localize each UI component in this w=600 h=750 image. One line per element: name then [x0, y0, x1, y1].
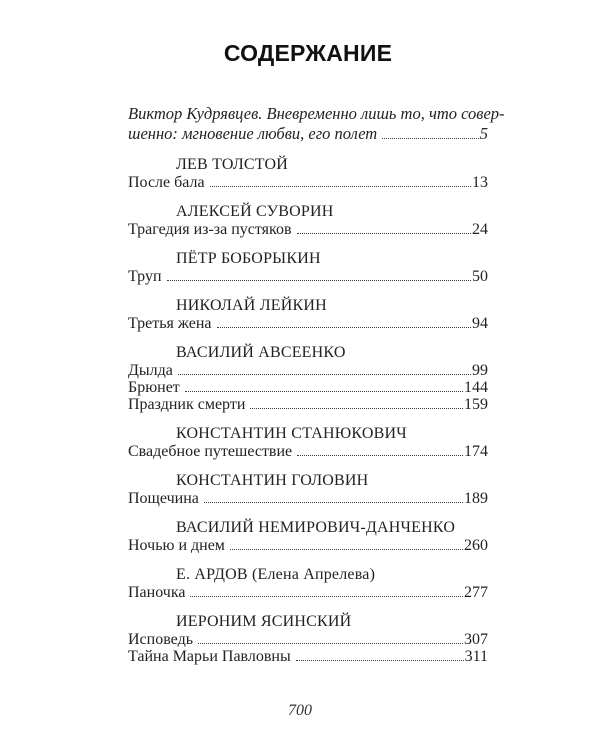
toc-intro-line2: шенно: мгновение любви, его полет 5	[128, 124, 488, 144]
toc-entry-page-number: 13	[472, 174, 488, 191]
toc-entry: Свадебное путешествие 174	[128, 443, 488, 460]
dot-leader	[166, 280, 471, 281]
toc-section: ВАСИЛИЙ НЕМИРОВИЧ-ДАНЧЕНКО Ночью и днем …	[128, 519, 488, 554]
section-author-heading: Е. АРДОВ (Елена Апрелева)	[176, 566, 376, 583]
section-entries: Ночью и днем 260	[128, 537, 488, 554]
toc-entry-title: Пощечина	[128, 490, 199, 507]
dot-leader	[203, 502, 463, 503]
toc-entry: Праздник смерти 159	[128, 396, 488, 413]
section-entries: Свадебное путешествие 174	[128, 443, 488, 460]
section-author-heading: КОНСТАНТИН СТАНЮКОВИЧ	[176, 425, 407, 442]
toc-entry-page-number: 311	[464, 648, 488, 665]
toc-sections: ЛЕВ ТОЛСТОЙ После бала 13 АЛЕКСЕЙ СУВОРИ…	[128, 156, 488, 665]
toc-entry-page-number: 277	[464, 584, 488, 601]
toc-section: КОНСТАНТИН ГОЛОВИН Пощечина 189	[128, 472, 488, 507]
toc-section: НИКОЛАЙ ЛЕЙКИН Третья жена 94	[128, 297, 488, 332]
section-author-heading: ПЁТР БОБОРЫКИН	[176, 250, 321, 267]
toc-section: КОНСТАНТИН СТАНЮКОВИЧ Свадебное путешест…	[128, 425, 488, 460]
section-author-heading: ВАСИЛИЙ АВСЕЕНКО	[176, 344, 346, 361]
toc-entry: Дылда 99	[128, 362, 488, 379]
toc-entry: Тайна Марьи Павловны 311	[128, 648, 488, 665]
page-title: СОДЕРЖАНИЕ	[223, 40, 393, 66]
toc-intro-line1: Виктор Кудрявцев. Вневременно лишь то, ч…	[128, 104, 505, 123]
dot-leader	[295, 660, 464, 661]
toc-entry-title: Паночка	[128, 584, 186, 601]
toc-section: АЛЕКСЕЙ СУВОРИН Трагедия из-за пустяков …	[128, 203, 488, 238]
section-author-heading: ЛЕВ ТОЛСТОЙ	[176, 156, 289, 173]
toc-entry: Паночка 277	[128, 584, 488, 601]
toc-section: ИЕРОНИМ ЯСИНСКИЙ Исповедь 307 Тайна Марь…	[128, 613, 488, 665]
toc-intro-page-number: 5	[479, 124, 488, 143]
toc-entry-title: Исповедь	[128, 631, 194, 648]
dot-leader	[250, 408, 463, 409]
toc-entry-page-number: 189	[464, 490, 488, 507]
toc-entry-title: Праздник смерти	[128, 396, 246, 413]
toc-entry: Третья жена 94	[128, 315, 488, 332]
toc-entry-title: Дылда	[128, 362, 173, 379]
toc-entry-title: Свадебное путешествие	[128, 443, 293, 460]
section-entries: Паночка 277	[128, 584, 488, 601]
toc-intro-entry: Виктор Кудрявцев. Вневременно лишь то, ч…	[128, 104, 505, 144]
dot-leader	[190, 596, 463, 597]
toc-section: ВАСИЛИЙ АВСЕЕНКО Дылда 99 Брюнет 144 Пра…	[128, 344, 488, 413]
section-author-heading: ИЕРОНИМ ЯСИНСКИЙ	[176, 613, 352, 630]
section-author-heading: НИКОЛАЙ ЛЕЙКИН	[176, 297, 327, 314]
toc-entry-page-number: 94	[472, 315, 488, 332]
toc-entry: Ночью и днем 260	[128, 537, 488, 554]
section-author-heading: ВАСИЛИЙ НЕМИРОВИЧ-ДАНЧЕНКО	[176, 519, 456, 536]
toc-entry: Труп 50	[128, 268, 488, 285]
section-author-heading: КОНСТАНТИН ГОЛОВИН	[176, 472, 369, 489]
section-entries: Третья жена 94	[128, 315, 488, 332]
toc-entry-title: Ночью и днем	[128, 537, 225, 554]
dot-leader	[296, 233, 471, 234]
dot-leader	[198, 643, 463, 644]
dot-leader	[177, 374, 471, 375]
toc-entry-title: Третья жена	[128, 315, 212, 332]
toc-intro-line2-text: шенно: мгновение любви, его полет	[128, 124, 378, 143]
toc-entry: Пощечина 189	[128, 490, 488, 507]
toc-section: Е. АРДОВ (Елена Апрелева) Паночка 277	[128, 566, 488, 601]
toc-entry-page-number: 50	[472, 268, 488, 285]
toc-entry: Трагедия из-за пустяков 24	[128, 221, 488, 238]
toc-entry-title: Труп	[128, 268, 162, 285]
toc-entry-title: После бала	[128, 174, 205, 191]
dot-leader	[216, 327, 471, 328]
dot-leader	[297, 455, 463, 456]
dot-leader	[209, 186, 471, 187]
toc-entry-page-number: 307	[464, 631, 488, 648]
section-entries: После бала 13	[128, 174, 488, 191]
toc-entry-page-number: 24	[472, 221, 488, 238]
toc-entry-page-number: 99	[472, 362, 488, 379]
section-entries: Пощечина 189	[128, 490, 488, 507]
toc-entry-title: Тайна Марьи Павловны	[128, 648, 291, 665]
footer-page-number: 700	[288, 702, 312, 719]
toc-section: ПЁТР БОБОРЫКИН Труп 50	[128, 250, 488, 285]
section-entries: Дылда 99 Брюнет 144 Праздник смерти 159	[128, 362, 488, 413]
toc-entry-page-number: 174	[464, 443, 488, 460]
section-entries: Исповедь 307 Тайна Марьи Павловны 311	[128, 631, 488, 665]
toc-entry: После бала 13	[128, 174, 488, 191]
toc-entry-page-number: 260	[464, 537, 488, 554]
toc-entry: Брюнет 144	[128, 379, 488, 396]
toc-entry-page-number: 144	[464, 379, 488, 396]
dot-leader	[382, 138, 479, 139]
dot-leader	[184, 391, 463, 392]
dot-leader	[229, 549, 463, 550]
toc-section: ЛЕВ ТОЛСТОЙ После бала 13	[128, 156, 488, 191]
toc-content: СОДЕРЖАНИЕ Виктор Кудрявцев. Вневременно…	[128, 0, 505, 665]
toc-entry-page-number: 159	[464, 396, 488, 413]
toc-entry: Исповедь 307	[128, 631, 488, 648]
section-author-heading: АЛЕКСЕЙ СУВОРИН	[176, 203, 334, 220]
toc-entry-title: Брюнет	[128, 379, 180, 396]
section-entries: Труп 50	[128, 268, 488, 285]
toc-entry-title: Трагедия из-за пустяков	[128, 221, 292, 238]
section-entries: Трагедия из-за пустяков 24	[128, 221, 488, 238]
